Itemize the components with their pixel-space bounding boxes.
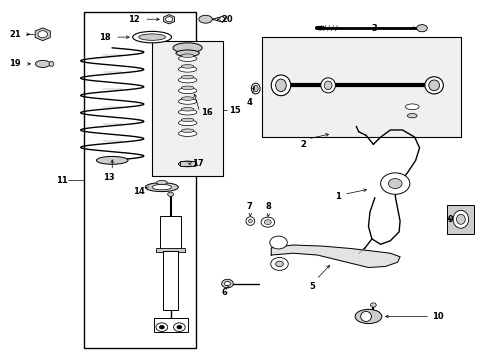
- Ellipse shape: [178, 120, 197, 126]
- Ellipse shape: [271, 75, 290, 96]
- Circle shape: [264, 220, 271, 225]
- Circle shape: [387, 179, 401, 189]
- Ellipse shape: [181, 86, 194, 90]
- Ellipse shape: [178, 161, 197, 167]
- Circle shape: [159, 325, 164, 329]
- Text: 4: 4: [246, 98, 252, 107]
- Circle shape: [173, 323, 185, 332]
- Text: 20: 20: [221, 15, 232, 24]
- Ellipse shape: [49, 62, 54, 66]
- Circle shape: [221, 279, 233, 288]
- Ellipse shape: [178, 88, 197, 94]
- Ellipse shape: [181, 64, 194, 68]
- Ellipse shape: [145, 183, 178, 192]
- Circle shape: [380, 173, 409, 194]
- Ellipse shape: [178, 99, 197, 104]
- Ellipse shape: [178, 131, 197, 136]
- Ellipse shape: [176, 50, 199, 57]
- Circle shape: [370, 303, 375, 307]
- Bar: [180, 161, 195, 166]
- Ellipse shape: [173, 43, 202, 53]
- Ellipse shape: [407, 113, 416, 118]
- Ellipse shape: [405, 104, 418, 110]
- Bar: [160, 216, 181, 249]
- Circle shape: [165, 17, 172, 22]
- Text: 17: 17: [192, 159, 203, 168]
- Circle shape: [167, 192, 173, 197]
- Ellipse shape: [178, 56, 197, 62]
- Ellipse shape: [178, 109, 197, 115]
- Text: 12: 12: [127, 15, 139, 24]
- Ellipse shape: [324, 81, 331, 90]
- Text: 8: 8: [265, 202, 271, 211]
- Bar: [153, 318, 187, 332]
- Ellipse shape: [275, 79, 286, 91]
- Polygon shape: [271, 245, 399, 267]
- Text: 18: 18: [99, 33, 111, 42]
- Ellipse shape: [178, 77, 197, 83]
- Text: 14: 14: [133, 187, 144, 196]
- Bar: [152, 41, 222, 176]
- Ellipse shape: [152, 184, 171, 190]
- Ellipse shape: [354, 309, 381, 324]
- Ellipse shape: [181, 97, 194, 100]
- Ellipse shape: [181, 118, 194, 122]
- Circle shape: [275, 261, 283, 267]
- Ellipse shape: [96, 157, 128, 164]
- Text: 9: 9: [447, 215, 453, 224]
- Text: 21: 21: [9, 30, 21, 39]
- Polygon shape: [163, 15, 174, 24]
- Text: 1: 1: [334, 192, 340, 201]
- Polygon shape: [35, 28, 50, 41]
- Ellipse shape: [245, 217, 254, 225]
- Ellipse shape: [181, 54, 194, 58]
- Text: 16: 16: [201, 108, 212, 117]
- Text: 11: 11: [56, 176, 67, 185]
- Ellipse shape: [452, 210, 468, 228]
- Circle shape: [261, 217, 274, 227]
- Circle shape: [270, 257, 287, 270]
- Ellipse shape: [248, 219, 252, 223]
- Ellipse shape: [132, 31, 171, 43]
- Ellipse shape: [360, 311, 371, 321]
- Ellipse shape: [253, 85, 258, 92]
- Ellipse shape: [251, 83, 260, 94]
- Ellipse shape: [320, 78, 335, 93]
- Circle shape: [177, 325, 182, 329]
- Text: 2: 2: [299, 140, 305, 149]
- Ellipse shape: [139, 34, 165, 40]
- Circle shape: [38, 31, 47, 38]
- Text: 7: 7: [246, 202, 252, 211]
- Text: 19: 19: [9, 59, 21, 68]
- Text: 3: 3: [371, 24, 377, 33]
- Text: 5: 5: [309, 282, 315, 291]
- Bar: [163, 251, 178, 310]
- Circle shape: [224, 282, 230, 286]
- Bar: [447, 205, 473, 234]
- Circle shape: [156, 323, 167, 332]
- Bar: [261, 37, 460, 137]
- Ellipse shape: [416, 24, 427, 32]
- Text: 13: 13: [102, 173, 114, 182]
- Ellipse shape: [199, 15, 212, 23]
- Text: 10: 10: [431, 312, 443, 321]
- Bar: [156, 248, 185, 252]
- Ellipse shape: [181, 108, 194, 111]
- Text: 15: 15: [228, 106, 240, 115]
- Ellipse shape: [178, 66, 197, 72]
- Ellipse shape: [181, 75, 194, 79]
- Text: 6: 6: [221, 288, 226, 297]
- Ellipse shape: [156, 180, 167, 185]
- Circle shape: [269, 236, 287, 249]
- Ellipse shape: [456, 214, 464, 224]
- Ellipse shape: [35, 60, 50, 67]
- Ellipse shape: [181, 129, 194, 132]
- Ellipse shape: [428, 80, 439, 91]
- Ellipse shape: [424, 77, 443, 94]
- Bar: [84, 12, 196, 348]
